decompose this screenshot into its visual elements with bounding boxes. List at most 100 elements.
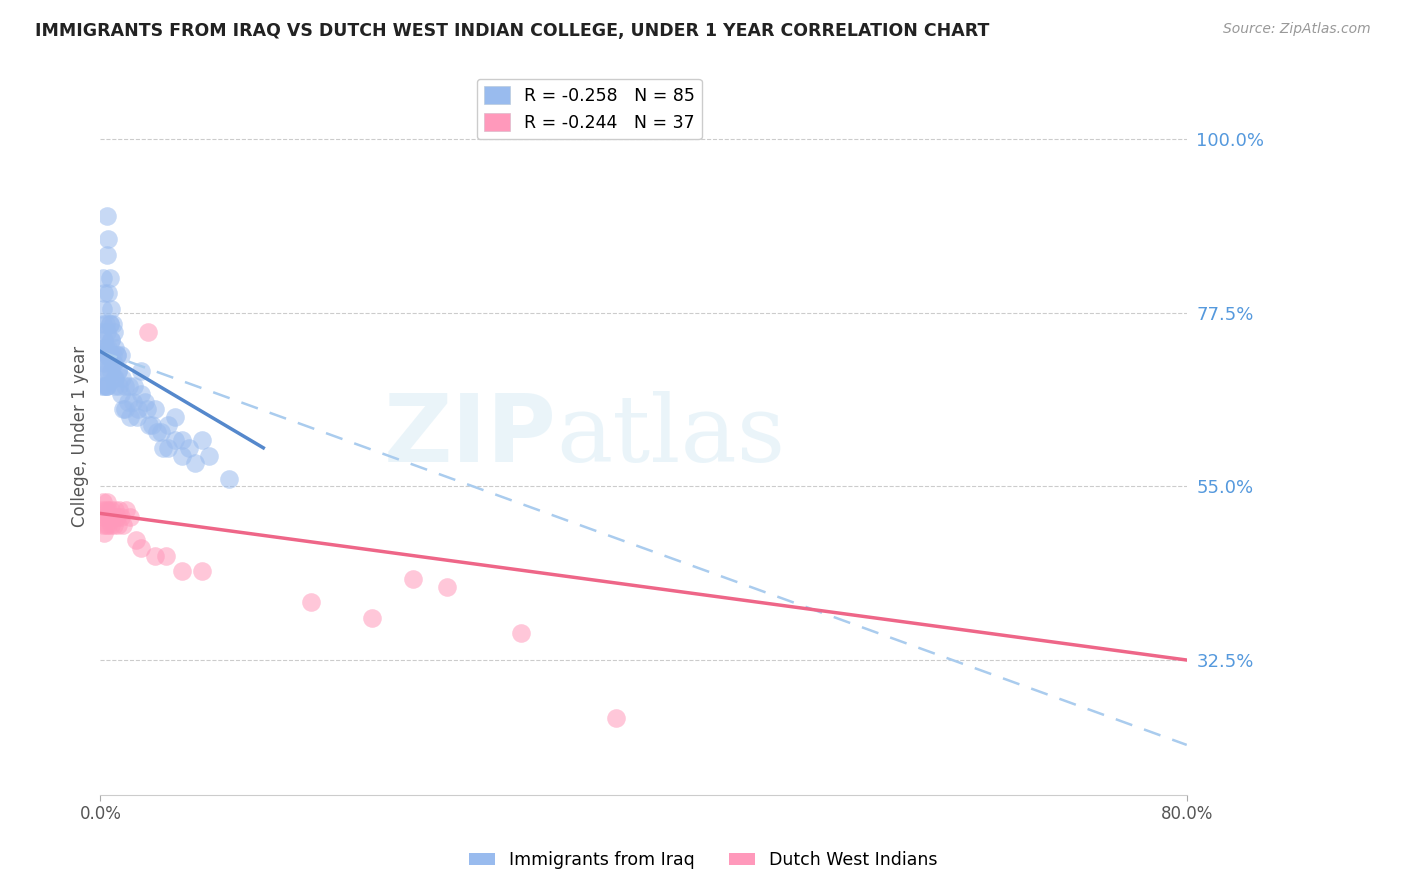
- Point: [90, 502, 112, 516]
- Point: [97, 232, 120, 246]
- Point: [101, 356, 124, 370]
- Point: [101, 318, 124, 332]
- Point: [112, 402, 135, 417]
- Point: [90, 348, 112, 362]
- Point: [135, 402, 157, 417]
- Point: [110, 510, 132, 524]
- Point: [105, 510, 128, 524]
- Point: [361, 610, 384, 624]
- Point: [93, 356, 115, 370]
- Point: [114, 379, 136, 393]
- Point: [163, 409, 186, 424]
- Point: [97, 341, 120, 355]
- Point: [93, 333, 115, 347]
- Legend: Immigrants from Iraq, Dutch West Indians: Immigrants from Iraq, Dutch West Indians: [461, 845, 945, 876]
- Point: [129, 541, 152, 556]
- Point: [198, 449, 221, 463]
- Point: [111, 371, 134, 385]
- Point: [100, 518, 122, 533]
- Point: [170, 449, 193, 463]
- Point: [100, 364, 122, 378]
- Point: [93, 379, 115, 393]
- Point: [115, 502, 138, 516]
- Point: [170, 564, 193, 578]
- Point: [110, 386, 132, 401]
- Point: [98, 510, 121, 524]
- Point: [98, 348, 121, 362]
- Legend: R = -0.258   N = 85, R = -0.244   N = 37: R = -0.258 N = 85, R = -0.244 N = 37: [477, 79, 702, 139]
- Point: [112, 518, 135, 533]
- Point: [93, 341, 115, 355]
- Point: [152, 441, 174, 455]
- Point: [100, 301, 122, 316]
- Point: [191, 564, 214, 578]
- Point: [96, 348, 118, 362]
- Point: [93, 286, 115, 301]
- Point: [177, 441, 200, 455]
- Point: [157, 417, 180, 432]
- Point: [103, 518, 125, 533]
- Point: [90, 325, 112, 339]
- Point: [94, 348, 117, 362]
- Point: [97, 364, 120, 378]
- Point: [97, 518, 120, 533]
- Point: [108, 502, 131, 516]
- Point: [97, 348, 120, 362]
- Point: [101, 510, 124, 524]
- Point: [155, 549, 177, 563]
- Point: [90, 379, 112, 393]
- Point: [150, 425, 173, 440]
- Point: [98, 318, 121, 332]
- Point: [120, 409, 142, 424]
- Point: [91, 318, 114, 332]
- Point: [104, 371, 127, 385]
- Point: [436, 580, 458, 594]
- Point: [93, 510, 115, 524]
- Text: atlas: atlas: [557, 392, 786, 482]
- Point: [91, 301, 114, 316]
- Point: [605, 711, 627, 725]
- Point: [94, 502, 117, 516]
- Point: [136, 325, 159, 339]
- Point: [91, 271, 114, 285]
- Point: [104, 502, 127, 516]
- Point: [118, 379, 141, 393]
- Point: [97, 286, 120, 301]
- Point: [402, 572, 425, 586]
- Point: [170, 433, 193, 447]
- Point: [105, 348, 128, 362]
- Point: [110, 348, 132, 362]
- Point: [104, 341, 127, 355]
- Point: [146, 425, 169, 440]
- Point: [96, 325, 118, 339]
- Text: ZIP: ZIP: [384, 391, 557, 483]
- Point: [94, 364, 117, 378]
- Point: [143, 402, 166, 417]
- Y-axis label: College, Under 1 year: College, Under 1 year: [72, 346, 89, 527]
- Point: [98, 318, 121, 332]
- Point: [96, 510, 118, 524]
- Point: [94, 518, 117, 533]
- Point: [107, 518, 129, 533]
- Point: [93, 525, 115, 540]
- Point: [100, 502, 122, 516]
- Point: [107, 364, 129, 378]
- Point: [100, 333, 122, 347]
- Point: [105, 348, 128, 362]
- Point: [96, 379, 118, 393]
- Point: [114, 402, 136, 417]
- Point: [299, 595, 322, 609]
- Point: [98, 271, 121, 285]
- Point: [122, 394, 145, 409]
- Point: [141, 417, 163, 432]
- Point: [91, 364, 114, 378]
- Point: [103, 371, 125, 385]
- Point: [91, 495, 114, 509]
- Point: [108, 379, 131, 393]
- Point: [143, 549, 166, 563]
- Point: [124, 379, 146, 393]
- Point: [101, 348, 124, 362]
- Text: Source: ZipAtlas.com: Source: ZipAtlas.com: [1223, 22, 1371, 37]
- Text: IMMIGRANTS FROM IRAQ VS DUTCH WEST INDIAN COLLEGE, UNDER 1 YEAR CORRELATION CHAR: IMMIGRANTS FROM IRAQ VS DUTCH WEST INDIA…: [35, 22, 990, 40]
- Point: [157, 441, 180, 455]
